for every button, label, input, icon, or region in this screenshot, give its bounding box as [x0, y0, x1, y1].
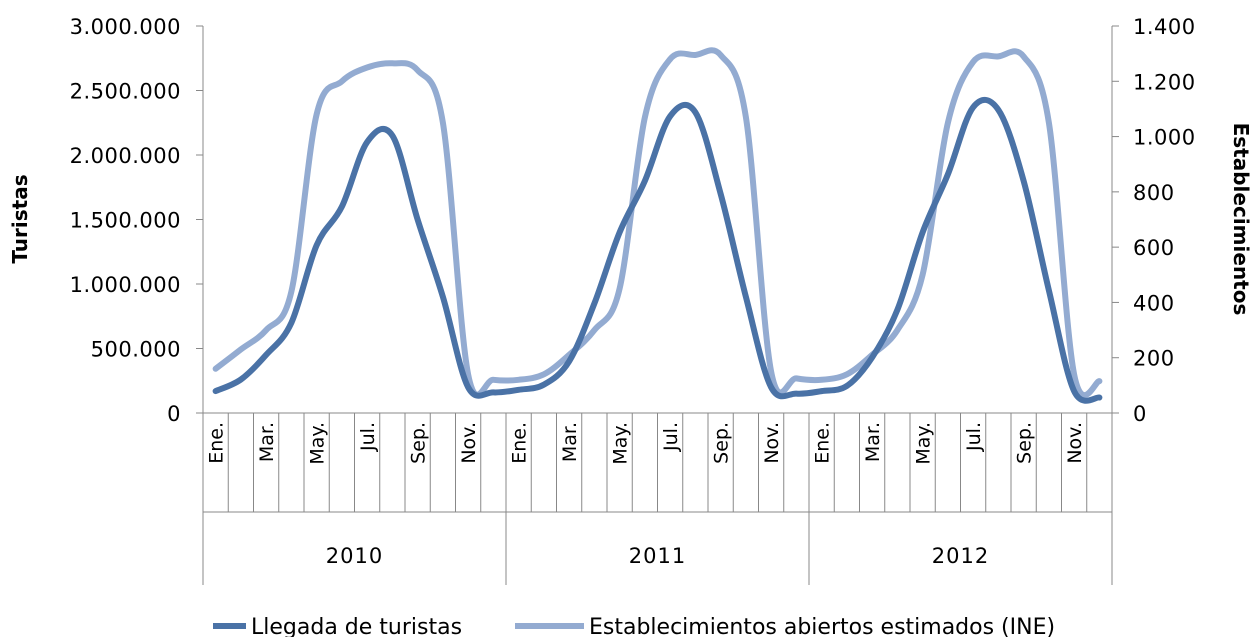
month-label: Jul.	[660, 422, 682, 452]
right-tick-label: 1.000	[1133, 126, 1196, 150]
right-axis-title: Establecimientos	[1229, 123, 1253, 316]
month-label: May.	[610, 422, 632, 465]
left-tick-label: 2.000.000	[70, 144, 181, 168]
month-label: Nov.	[458, 422, 480, 464]
legend-item-establecimientos-label: Establecimientos abiertos estimados (INE…	[589, 615, 1055, 637]
legend: Llegada de turistas Establecimientos abie…	[213, 615, 1055, 637]
right-tick-label: 1.200	[1133, 70, 1196, 94]
month-label: Ene.	[812, 422, 834, 464]
month-label: Sep.	[1014, 422, 1036, 464]
year-label: 2012	[932, 544, 989, 568]
left-tick-label: 1.000.000	[70, 273, 181, 297]
series-line-llegada-turistas	[212, 96, 1103, 404]
month-label: Mar.	[862, 422, 884, 462]
right-tick-label: 1.400	[1133, 15, 1196, 39]
month-label: Jul.	[963, 422, 985, 452]
legend-item-llegada-label: Llegada de turistas	[251, 615, 462, 637]
left-tick-label: 2.500.000	[70, 80, 181, 104]
right-tick-label: 400	[1133, 291, 1175, 315]
month-label: Nov.	[761, 422, 783, 464]
year-label: 2010	[326, 544, 383, 568]
right-tick-label: 0	[1133, 402, 1147, 426]
left-tick-label: 0	[167, 402, 181, 426]
month-label: May.	[307, 422, 329, 465]
series-lines	[212, 47, 1103, 404]
axes: 0 500.000 1.000.000 1.500.000 2.000.000 2.500…	[8, 15, 1253, 585]
month-label: May.	[913, 422, 935, 465]
series-line-establecimientos	[212, 47, 1103, 398]
month-label: Sep.	[711, 422, 733, 464]
left-axis-title: Turistas	[8, 174, 32, 263]
left-tick-label: 500.000	[91, 338, 181, 362]
month-label: Nov.	[1064, 422, 1086, 464]
left-tick-label: 3.000.000	[70, 15, 181, 39]
month-label: Mar.	[256, 422, 278, 462]
right-tick-label: 600	[1133, 236, 1175, 260]
month-label: Mar.	[559, 422, 581, 462]
left-tick-label: 1.500.000	[70, 209, 181, 233]
month-label: Jul.	[357, 422, 379, 452]
right-tick-label: 200	[1133, 347, 1175, 371]
month-label: Ene.	[206, 422, 228, 464]
month-label: Ene.	[509, 422, 531, 464]
right-tick-label: 800	[1133, 181, 1175, 205]
month-label: Sep.	[408, 422, 430, 464]
year-label: 2011	[629, 544, 686, 568]
